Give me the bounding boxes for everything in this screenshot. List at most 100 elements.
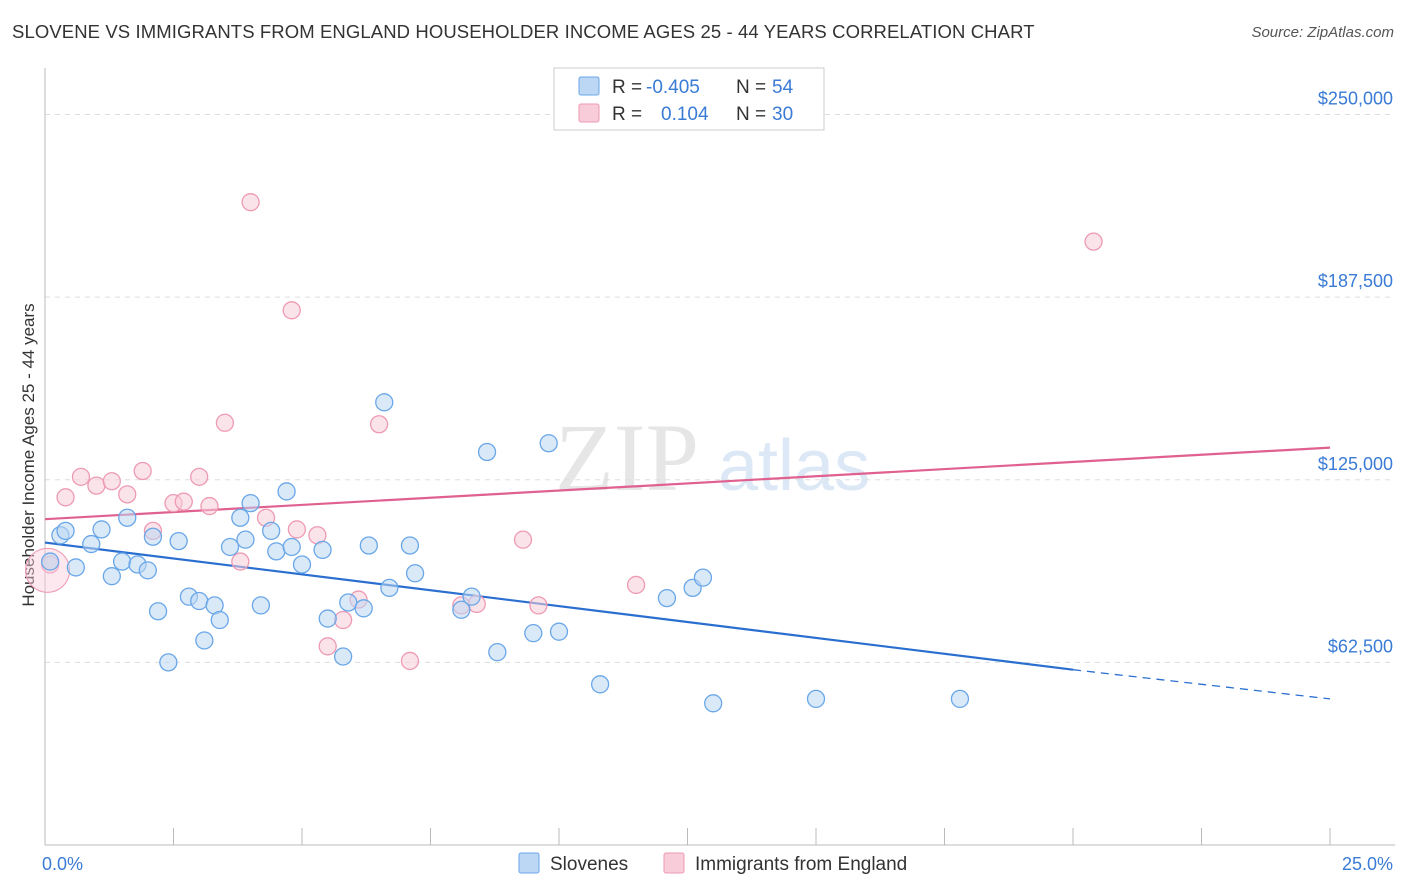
slovenes-point-26	[267, 542, 286, 561]
england-point-17	[287, 520, 307, 539]
watermark-zip: ZIP	[555, 404, 699, 511]
bottom-legend: Slovenes Immigrants from England	[518, 852, 907, 875]
y-axis-label: Householder Income Ages 25 - 44 years	[19, 303, 38, 606]
bottom-legend-swatch-slovenes	[518, 852, 540, 874]
slovenes-point-31	[318, 609, 337, 628]
watermark: ZIP atlas	[555, 404, 870, 511]
slovenes-trendline	[44, 541, 1074, 671]
slovenes-point-30	[313, 540, 332, 560]
slovenes-point-38	[400, 536, 420, 555]
slovenes-point-19	[210, 610, 229, 630]
slovenes-point-40	[452, 600, 471, 619]
y-tick-label-2: $187,500	[1318, 271, 1393, 291]
slovenes-point-20	[220, 537, 240, 557]
slovenes-point-24	[251, 596, 271, 615]
slovenes-point-52	[806, 689, 826, 709]
legend-r-value-2: 0.104	[661, 104, 709, 125]
slovenes-point-48	[657, 588, 677, 608]
slovenes-point-42	[477, 442, 497, 462]
england-point-5	[118, 485, 137, 504]
slovenes-point-34	[354, 599, 373, 618]
slovenes-point-0	[40, 552, 60, 571]
y-tick-label-0: $62,500	[1328, 636, 1393, 656]
points-slovenes	[40, 393, 970, 713]
slovenes-point-23	[241, 493, 260, 513]
slovenes-point-10	[138, 561, 157, 580]
slovenes-point-51	[704, 694, 723, 713]
slovenes-point-21	[231, 508, 250, 527]
england-point-23	[400, 651, 420, 671]
slovenes-point-7	[112, 552, 132, 571]
slovenes-point-41	[462, 587, 481, 606]
england-point-3	[87, 476, 106, 495]
source-credit: Source: ZipAtlas.com	[1251, 24, 1394, 41]
x-tick-labels: 0.0% 25.0%	[42, 854, 1393, 874]
bottom-legend-swatch-england	[663, 852, 685, 874]
england-point-13	[231, 552, 250, 571]
watermark-atlas: atlas	[718, 426, 870, 506]
england-point-27	[529, 596, 548, 615]
england-point-4	[102, 472, 121, 491]
legend-n-label-2: N =	[736, 104, 766, 125]
england-point-14	[241, 193, 260, 212]
slovenes-point-6	[102, 567, 121, 586]
england-point-10	[190, 467, 209, 486]
england-point-11	[200, 496, 219, 516]
england-point-22	[369, 415, 389, 434]
england-point-28	[626, 575, 646, 595]
slovenes-point-44	[524, 624, 543, 643]
slovenes-trendline-extension	[1072, 669, 1331, 700]
legend-r-label-2: R =	[612, 104, 642, 125]
y-tick-label-3: $250,000	[1318, 89, 1393, 109]
legend-n-label-1: N =	[736, 77, 766, 98]
slovenes-point-25	[262, 521, 281, 541]
slovenes-point-46	[549, 622, 569, 641]
slovenes-point-45	[539, 434, 558, 453]
y-tick-label-1: $125,000	[1318, 454, 1393, 474]
slovenes-point-43	[488, 643, 507, 662]
legend-n-value-2: 30	[772, 104, 793, 125]
england-point-2	[71, 467, 91, 486]
england-point-20	[333, 610, 353, 630]
bottom-legend-label-england: Immigrants from England	[695, 854, 907, 875]
x-tick-label-1: 25.0%	[1342, 854, 1393, 874]
slovenes-point-3	[66, 558, 85, 577]
slovenes-point-29	[292, 555, 312, 574]
slovenes-point-32	[333, 647, 353, 666]
slovenes-point-33	[339, 593, 358, 612]
england-trendline	[44, 446, 1331, 521]
bottom-legend-label-slovenes: Slovenes	[550, 854, 628, 875]
england-point-16	[282, 301, 301, 320]
slovenes-point-2	[56, 521, 75, 541]
slovenes-point-27	[277, 482, 296, 501]
england-point-1	[56, 488, 75, 507]
legend-box: R = -0.405 N = 54 R = 0.104 N = 30	[553, 67, 825, 131]
england-point-26	[513, 530, 533, 549]
slovenes-point-35	[359, 536, 378, 555]
legend-swatch-slovenes	[578, 76, 600, 96]
slovenes-point-14	[169, 531, 188, 551]
slovenes-point-22	[236, 530, 255, 549]
gridlines	[45, 114, 1395, 663]
legend-n-value-1: 54	[772, 77, 794, 98]
england-point-29	[1084, 232, 1103, 251]
slovenes-point-12	[148, 602, 168, 621]
legend-r-value-1: -0.405	[646, 77, 700, 98]
slovenes-point-39	[405, 564, 425, 583]
slovenes-point-47	[590, 675, 610, 694]
england-point-6	[133, 461, 152, 481]
slovenes-point-36	[375, 393, 394, 412]
england-point-9	[174, 492, 193, 511]
legend-swatch-england	[578, 103, 600, 123]
slovenes-point-13	[159, 653, 178, 672]
england-point-12	[215, 413, 235, 432]
chart-title: SLOVENE VS IMMIGRANTS FROM ENGLAND HOUSE…	[12, 21, 1035, 42]
y-tick-labels: $62,500 $125,000 $187,500 $250,000	[1318, 89, 1393, 657]
slovenes-point-28	[282, 537, 301, 557]
slovenes-point-4	[82, 534, 101, 554]
trendlines	[44, 446, 1331, 700]
axes	[44, 68, 1395, 846]
slovenes-point-8	[118, 508, 137, 527]
slovenes-point-53	[950, 689, 970, 709]
